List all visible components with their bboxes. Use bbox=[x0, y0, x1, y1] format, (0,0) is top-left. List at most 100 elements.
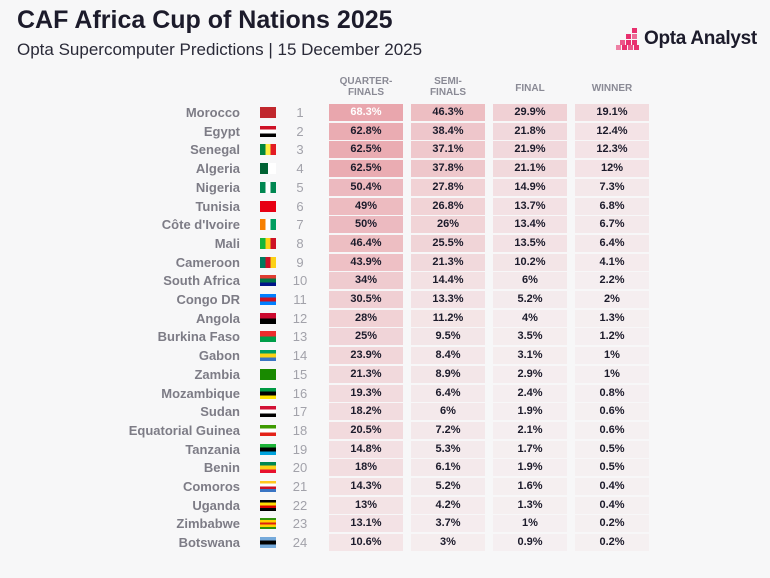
flag-icon bbox=[260, 144, 276, 156]
flag-icon bbox=[260, 350, 276, 362]
probability-cell: 26% bbox=[411, 216, 485, 234]
rank: 1 bbox=[296, 105, 304, 120]
probability-cell: 3.5% bbox=[493, 328, 567, 346]
probability-cell: 2.9% bbox=[493, 365, 567, 383]
probability-cell: 21.8% bbox=[493, 122, 567, 140]
probability-cell: 0.6% bbox=[575, 403, 649, 421]
probability-cell: 6.7% bbox=[575, 216, 649, 234]
probability-cell: 6.4% bbox=[411, 384, 485, 402]
rank: 11 bbox=[293, 292, 307, 307]
flag-icon bbox=[260, 256, 276, 268]
table-row: Angola 12 28% 11.2% 4% 1.3% bbox=[0, 309, 770, 327]
probability-cell: 62.5% bbox=[329, 141, 403, 159]
flag-icon bbox=[260, 537, 276, 549]
probability-cell: 62.5% bbox=[329, 160, 403, 178]
probability-cell: 62.8% bbox=[329, 122, 403, 140]
rank: 23 bbox=[292, 516, 308, 532]
rank: 20 bbox=[292, 460, 308, 476]
probability-cell: 68.3% bbox=[329, 104, 403, 121]
probability-cell: 3.7% bbox=[411, 515, 485, 533]
probability-cell: 0.2% bbox=[575, 534, 649, 552]
probability-cell: 0.5% bbox=[575, 440, 649, 458]
column-header: WINNER bbox=[591, 83, 633, 94]
rank: 5 bbox=[296, 179, 304, 195]
probability-cell: 0.5% bbox=[575, 459, 649, 477]
probability-cell: 13.7% bbox=[493, 197, 567, 215]
probability-cell: 1.9% bbox=[493, 459, 567, 477]
rank: 13 bbox=[292, 329, 308, 345]
probability-cell: 0.2% bbox=[575, 515, 649, 533]
probability-cell: 2.2% bbox=[575, 272, 649, 290]
table-row: Equatorial Guinea 18 20.5% 7.2% 2.1% 0.6% bbox=[0, 421, 770, 439]
probability-cell: 3.1% bbox=[493, 347, 567, 365]
probability-cell: 10.6% bbox=[329, 534, 403, 552]
probability-cell: 8.4% bbox=[411, 347, 485, 365]
probability-cell: 2.4% bbox=[493, 384, 567, 402]
opta-analyst-logo: Opta Analyst bbox=[616, 28, 757, 50]
probability-cell: 46.4% bbox=[329, 234, 403, 252]
country-name: South Africa bbox=[163, 273, 240, 289]
country-name: Sudan bbox=[200, 404, 240, 420]
country-name: Tunisia bbox=[195, 198, 240, 214]
probability-cell: 34% bbox=[329, 272, 403, 290]
page-title: CAF Africa Cup of Nations 2025 bbox=[17, 6, 393, 34]
probability-cell: 14.8% bbox=[329, 440, 403, 458]
probability-cell: 26.8% bbox=[411, 197, 485, 215]
probability-cell: 10.2% bbox=[493, 253, 567, 271]
country-name: Zambia bbox=[194, 366, 240, 382]
table-row: Sudan 17 18.2% 6% 1.9% 0.6% bbox=[0, 403, 770, 421]
flag-icon bbox=[260, 518, 276, 530]
country-name: Cameroon bbox=[175, 254, 240, 270]
probability-cell: 6.8% bbox=[575, 197, 649, 215]
rank: 2 bbox=[296, 123, 304, 139]
rank: 21 bbox=[292, 479, 308, 494]
country-name: Tanzania bbox=[185, 441, 240, 457]
probability-cell: 7.2% bbox=[411, 421, 485, 439]
probability-cell: 13.3% bbox=[411, 291, 485, 308]
probability-cell: 11.2% bbox=[411, 309, 485, 327]
table-row: Tanzania 19 14.8% 5.3% 1.7% 0.5% bbox=[0, 440, 770, 458]
probability-cell: 29.9% bbox=[493, 104, 567, 121]
flag-icon bbox=[260, 107, 276, 118]
flag-icon bbox=[260, 462, 276, 474]
probability-cell: 30.5% bbox=[329, 291, 403, 308]
table-row: Algeria 4 62.5% 37.8% 21.1% 12% bbox=[0, 160, 770, 178]
rank: 6 bbox=[296, 198, 304, 214]
country-name: Mozambique bbox=[161, 385, 240, 401]
probability-cell: 2% bbox=[575, 291, 649, 308]
probability-cell: 1.3% bbox=[493, 496, 567, 514]
probability-cell: 1% bbox=[575, 365, 649, 383]
rank: 12 bbox=[292, 310, 308, 326]
probability-cell: 27.8% bbox=[411, 178, 485, 196]
probability-cell: 28% bbox=[329, 309, 403, 327]
country-name: Senegal bbox=[190, 142, 240, 158]
country-name: Gabon bbox=[198, 348, 240, 364]
probability-cell: 0.4% bbox=[575, 496, 649, 514]
probability-cell: 21.9% bbox=[493, 141, 567, 159]
probability-cell: 9.5% bbox=[411, 328, 485, 346]
probability-cell: 50% bbox=[329, 216, 403, 234]
table-row: Mali 8 46.4% 25.5% 13.5% 6.4% bbox=[0, 234, 770, 252]
flag-icon bbox=[260, 368, 276, 380]
country-name: Morocco bbox=[185, 105, 240, 120]
probability-cell: 1.7% bbox=[493, 440, 567, 458]
probability-cell: 12% bbox=[575, 160, 649, 178]
probability-cell: 14.9% bbox=[493, 178, 567, 196]
country-name: Zimbabwe bbox=[176, 516, 240, 532]
column-header: FINAL bbox=[515, 83, 545, 94]
probability-cell: 37.8% bbox=[411, 160, 485, 178]
table-row: Burkina Faso 13 25% 9.5% 3.5% 1.2% bbox=[0, 328, 770, 346]
country-name: Angola bbox=[195, 310, 240, 326]
rank: 18 bbox=[292, 422, 308, 438]
table-row: Congo DR 11 30.5% 13.3% 5.2% 2% bbox=[0, 291, 770, 308]
probability-cell: 37.1% bbox=[411, 141, 485, 159]
probability-cell: 19.3% bbox=[329, 384, 403, 402]
probability-cell: 14.4% bbox=[411, 272, 485, 290]
flag-icon bbox=[260, 387, 276, 399]
probability-cell: 46.3% bbox=[411, 104, 485, 121]
probability-cell: 1.9% bbox=[493, 403, 567, 421]
probability-cell: 4.1% bbox=[575, 253, 649, 271]
table-row: Egypt 2 62.8% 38.4% 21.8% 12.4% bbox=[0, 122, 770, 140]
rank: 8 bbox=[296, 235, 304, 251]
logo-text: Opta Analyst bbox=[644, 28, 757, 49]
